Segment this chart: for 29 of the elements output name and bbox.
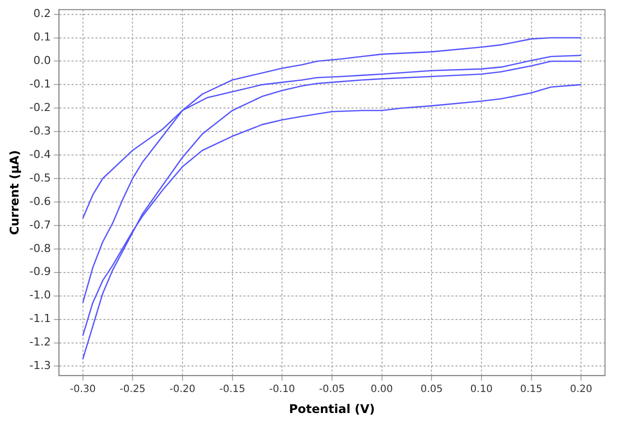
y-tick-label: 0.0 [33, 54, 51, 68]
x-tick-label: -0.30 [70, 384, 96, 396]
y-tick-label: -0.9 [29, 265, 51, 278]
y-tick-label: -1.0 [29, 288, 51, 302]
x-tick-label: -0.20 [170, 384, 196, 396]
y-tick-label: -0.5 [29, 171, 51, 184]
x-tick-label: 0.05 [420, 384, 443, 396]
x-tick-label: 0.20 [570, 384, 592, 396]
y-tick-label: -0.1 [29, 78, 51, 91]
x-axis-title: Potential (V) [288, 402, 375, 416]
y-tick-label: -0.8 [29, 242, 51, 255]
x-tick-label: 0.00 [370, 384, 393, 396]
y-tick-label: -0.7 [29, 218, 51, 232]
y-tick-label: -0.2 [29, 101, 51, 114]
y-tick-label: -1.2 [29, 336, 51, 349]
x-tick-label: -0.10 [269, 384, 296, 396]
y-tick-label: -1.3 [29, 359, 51, 372]
x-tick-label: 0.15 [520, 384, 542, 396]
y-tick-label: 0.2 [33, 7, 51, 20]
y-tick-label: 0.1 [33, 30, 51, 44]
y-axis-title: Current (µA) [7, 150, 22, 236]
x-tick-label: 0.10 [470, 384, 493, 396]
x-tick-label: -0.15 [219, 384, 246, 396]
y-tick-label: -0.4 [29, 148, 51, 161]
y-tick-label: -1.1 [29, 312, 51, 326]
y-tick-label: -0.3 [29, 124, 51, 138]
y-tick-label: -0.6 [29, 194, 51, 208]
x-tick-label: -0.05 [318, 384, 345, 396]
x-tick-label: -0.25 [120, 384, 146, 396]
